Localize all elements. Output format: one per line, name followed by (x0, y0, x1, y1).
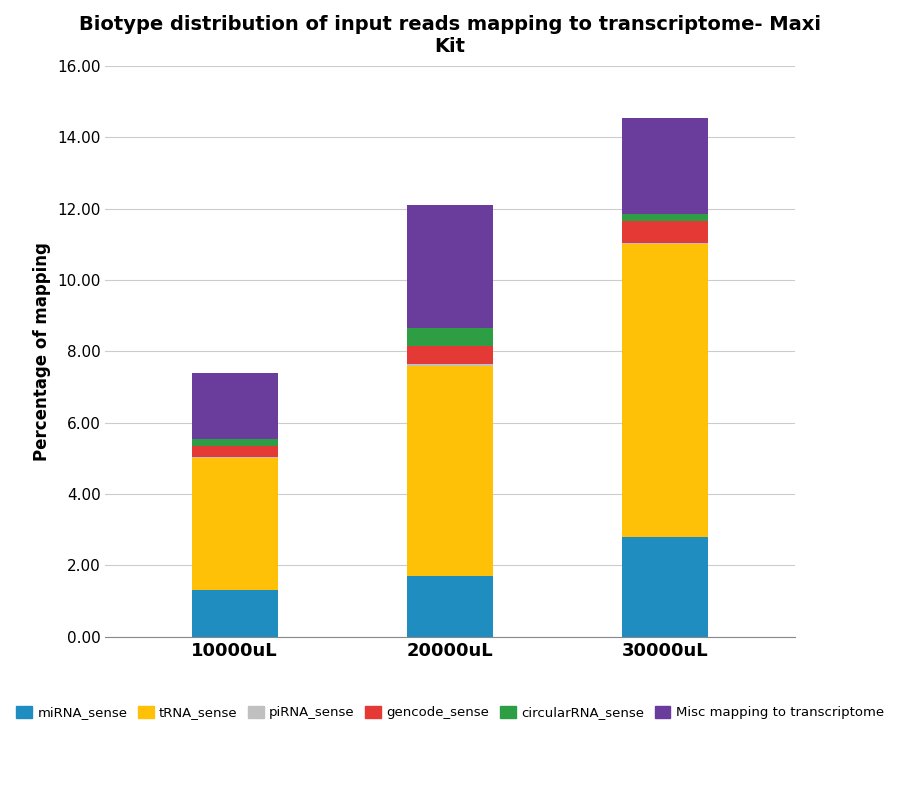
Bar (407, 346, 493, 364)
Bar (622, 221, 708, 242)
Bar (192, 458, 278, 590)
Bar (192, 438, 278, 446)
Bar (192, 457, 278, 458)
Bar (192, 446, 278, 457)
Bar (407, 328, 493, 346)
Bar (407, 364, 493, 366)
Bar (622, 537, 708, 637)
Bar (622, 118, 708, 214)
Bar (407, 205, 493, 328)
Legend: miRNA_sense, tRNA_sense, piRNA_sense, gencode_sense, circularRNA_sense, Misc map: miRNA_sense, tRNA_sense, piRNA_sense, ge… (11, 701, 889, 725)
Y-axis label: Percentage of mapping: Percentage of mapping (33, 242, 51, 461)
Bar (622, 214, 708, 221)
Bar (192, 373, 278, 438)
Bar (622, 242, 708, 244)
Title: Biotype distribution of input reads mapping to transcriptome- Maxi
Kit: Biotype distribution of input reads mapp… (79, 15, 821, 56)
Bar (192, 590, 278, 637)
Bar (407, 366, 493, 576)
Bar (622, 244, 708, 537)
Bar (407, 576, 493, 637)
